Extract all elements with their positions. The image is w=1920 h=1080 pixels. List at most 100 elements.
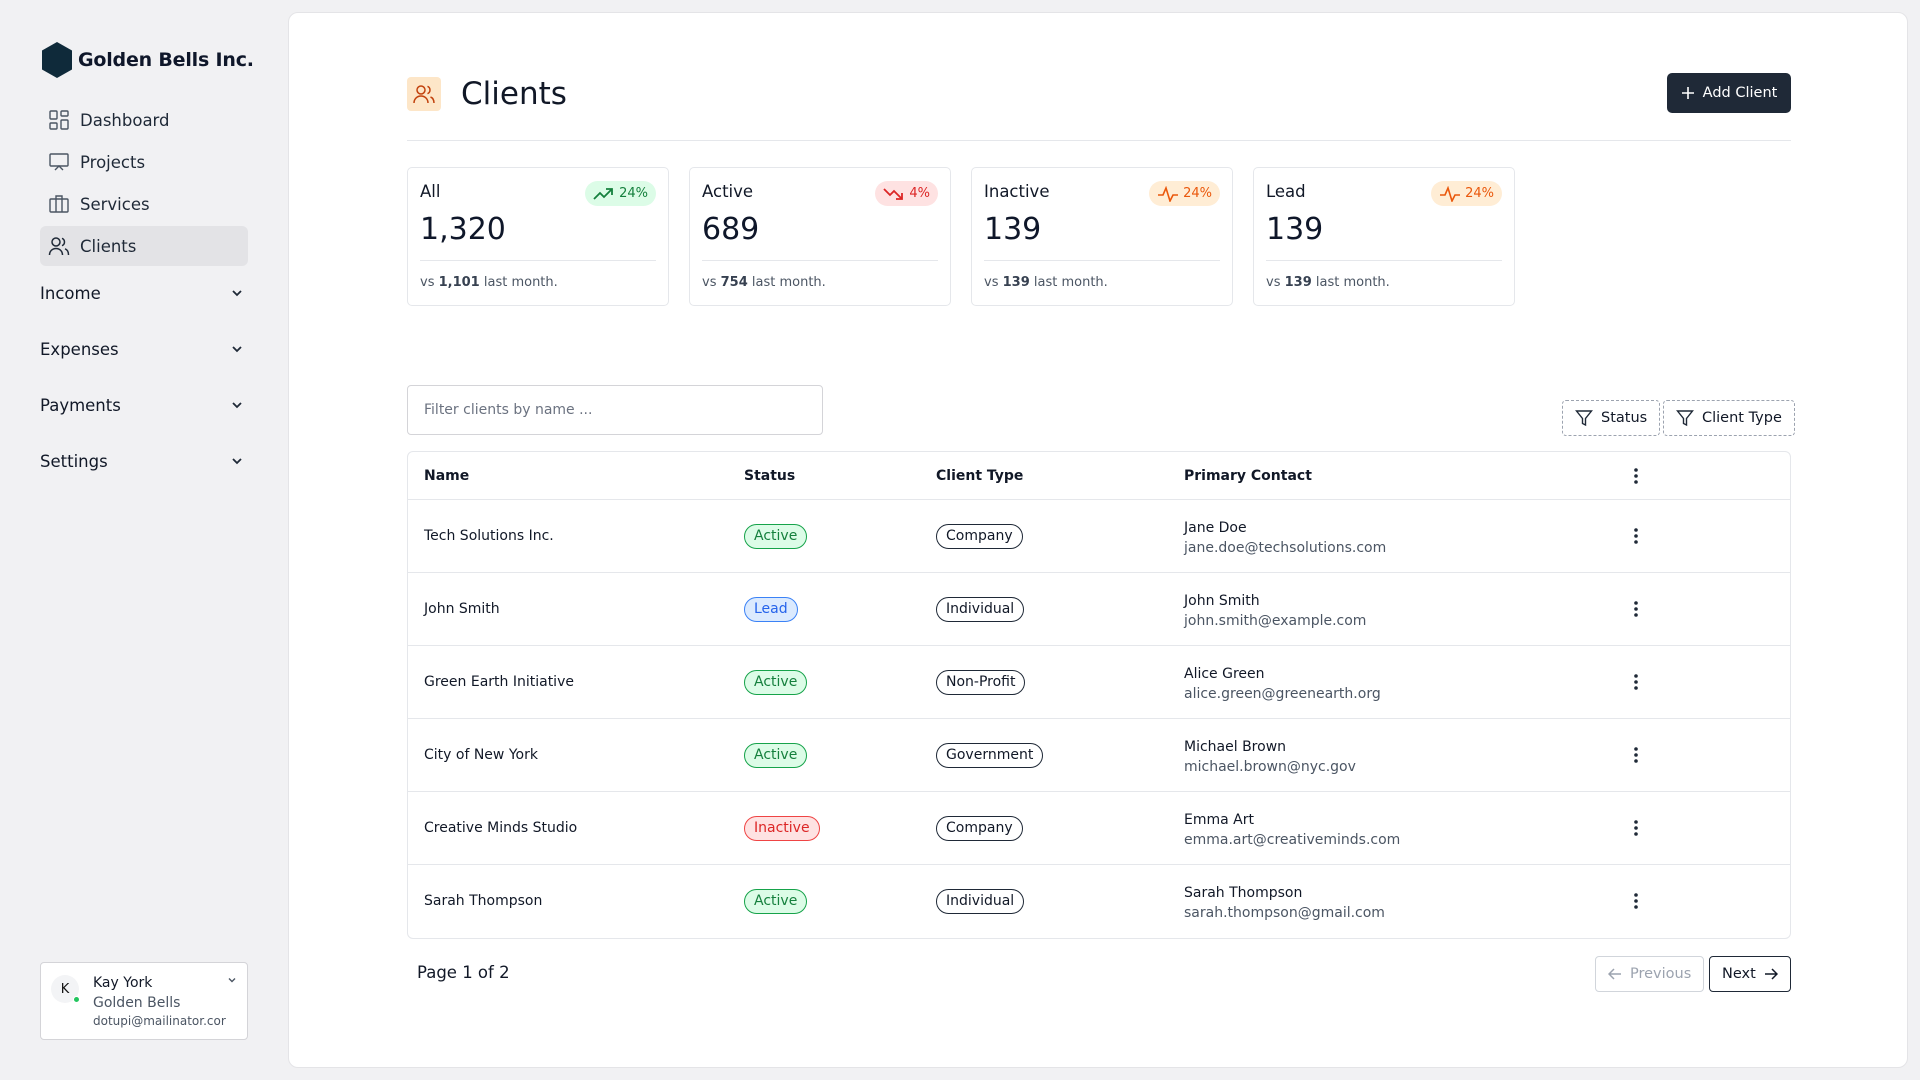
sidebar-item-clients[interactable]: Clients: [40, 226, 248, 266]
page-header: Clients Add Client: [407, 73, 1791, 141]
column-header-primary-contact[interactable]: Primary Contact: [1184, 468, 1312, 484]
next-label: Next: [1722, 966, 1756, 982]
stat-card-all: All 24% 1,320 vs 1,101 last month.: [407, 167, 669, 306]
client-name: City of New York: [424, 747, 538, 763]
more-vertical-icon[interactable]: [1626, 818, 1646, 838]
status-badge: Active: [744, 743, 808, 768]
table-header: Name Status Client Type Primary Contact: [408, 452, 1790, 500]
presentation-icon: [49, 153, 69, 171]
column-header-status[interactable]: Status: [744, 468, 796, 484]
comparison-value: 139: [1002, 275, 1030, 290]
comparison-value: 754: [720, 275, 748, 290]
comparison-suffix: last month.: [1315, 275, 1390, 290]
contact-name: John Smith: [1184, 593, 1260, 609]
table-row[interactable]: Sarah Thompson Active Individual Sarah T…: [408, 865, 1790, 938]
sidebar-group-expenses[interactable]: Expenses: [40, 331, 248, 367]
trend-value: 24%: [1465, 186, 1494, 201]
stat-comparison: vs 139 last month.: [984, 275, 1108, 290]
more-vertical-icon[interactable]: [1626, 466, 1646, 486]
contact-name: Alice Green: [1184, 666, 1265, 682]
user-card[interactable]: K Kay York Golden Bells dotupi@mailinato…: [40, 962, 248, 1040]
more-vertical-icon[interactable]: [1626, 526, 1646, 546]
contact-email: michael.brown@nyc.gov: [1184, 759, 1356, 775]
status-badge: Inactive: [744, 816, 820, 841]
stat-label: Active: [702, 182, 754, 201]
contact-name: Michael Brown: [1184, 739, 1287, 755]
previous-page-button[interactable]: Previous: [1595, 956, 1705, 992]
contact-name: Jane Doe: [1184, 520, 1247, 536]
chevron-down-icon: [232, 290, 242, 297]
sidebar-group-label: Settings: [40, 451, 108, 471]
table-row[interactable]: City of New York Active Government Micha…: [408, 719, 1790, 792]
comparison-prefix: vs: [984, 275, 999, 290]
client-name: John Smith: [424, 601, 500, 617]
filter-icon: [1575, 410, 1593, 427]
comparison-prefix: vs: [420, 275, 435, 290]
chevron-down-icon[interactable]: [227, 975, 237, 985]
stat-comparison: vs 1,101 last month.: [420, 275, 558, 290]
comparison-prefix: vs: [1266, 275, 1281, 290]
contact-email: john.smith@example.com: [1184, 613, 1367, 629]
user-org: Golden Bells: [93, 995, 181, 1011]
sidebar-item-projects[interactable]: Projects: [40, 142, 248, 182]
sidebar-nav: Dashboard Projects Services Clients: [40, 100, 248, 268]
comparison-value: 1,101: [438, 275, 480, 290]
sidebar: Golden Bells Inc. Dashboard Projects Ser…: [0, 0, 288, 1080]
filter-label: Status: [1601, 410, 1648, 426]
column-header-name[interactable]: Name: [424, 468, 470, 484]
more-vertical-icon[interactable]: [1626, 891, 1646, 911]
trend-badge: 4%: [875, 181, 938, 206]
previous-label: Previous: [1630, 966, 1692, 982]
status-filter-button[interactable]: Status: [1562, 400, 1661, 436]
sidebar-group-settings[interactable]: Settings: [40, 443, 248, 479]
client-type-badge: Company: [936, 816, 1023, 841]
more-vertical-icon[interactable]: [1626, 599, 1646, 619]
sidebar-item-dashboard[interactable]: Dashboard: [40, 100, 248, 140]
trend-badge: 24%: [1149, 181, 1220, 206]
page-title: Clients: [461, 76, 567, 112]
next-page-button[interactable]: Next: [1709, 956, 1791, 992]
stat-label: All: [420, 182, 441, 201]
more-vertical-icon[interactable]: [1626, 745, 1646, 765]
column-header-client-type[interactable]: Client Type: [936, 468, 1024, 484]
primary-contact: John Smith john.smith@example.com: [1184, 591, 1366, 631]
activity-icon: [1440, 185, 1461, 202]
sidebar-item-label: Clients: [80, 236, 137, 256]
trending-down-icon: [883, 187, 904, 200]
clients-table: Name Status Client Type Primary Contact …: [407, 451, 1791, 939]
add-client-button[interactable]: Add Client: [1667, 73, 1791, 113]
table-row[interactable]: Creative Minds Studio Inactive Company E…: [408, 792, 1790, 865]
table-row[interactable]: John Smith Lead Individual John Smith jo…: [408, 573, 1790, 646]
client-type-filter-button[interactable]: Client Type: [1663, 400, 1795, 436]
more-vertical-icon[interactable]: [1626, 672, 1646, 692]
contact-email: alice.green@greenearth.org: [1184, 686, 1381, 702]
chevron-down-icon: [232, 458, 242, 465]
activity-icon: [1158, 185, 1179, 202]
stat-comparison: vs 139 last month.: [1266, 275, 1390, 290]
primary-contact: Alice Green alice.green@greenearth.org: [1184, 664, 1381, 704]
sidebar-item-services[interactable]: Services: [40, 184, 248, 224]
contact-name: Sarah Thompson: [1184, 885, 1303, 901]
status-badge: Active: [744, 670, 808, 695]
primary-contact: Jane Doe jane.doe@techsolutions.com: [1184, 518, 1386, 558]
stat-label: Inactive: [984, 182, 1050, 201]
client-search-input[interactable]: [407, 385, 823, 435]
stat-value: 689: [702, 212, 760, 247]
sidebar-group-payments[interactable]: Payments: [40, 387, 248, 423]
filter-icon: [1676, 410, 1694, 427]
client-type-badge: Non-Profit: [936, 670, 1026, 695]
primary-contact: Emma Art emma.art@creativeminds.com: [1184, 810, 1400, 850]
sidebar-group-income[interactable]: Income: [40, 275, 248, 311]
brand[interactable]: Golden Bells Inc.: [40, 40, 254, 80]
client-name: Creative Minds Studio: [424, 820, 578, 836]
comparison-suffix: last month.: [483, 275, 558, 290]
contact-email: emma.art@creativeminds.com: [1184, 832, 1401, 848]
sidebar-item-label: Services: [80, 194, 150, 214]
client-name: Tech Solutions Inc.: [424, 528, 554, 544]
trend-badge: 24%: [1431, 181, 1502, 206]
status-badge: Lead: [744, 597, 798, 622]
plus-icon: [1681, 87, 1694, 99]
client-type-badge: Government: [936, 743, 1044, 768]
table-row[interactable]: Tech Solutions Inc. Active Company Jane …: [408, 500, 1790, 573]
table-row[interactable]: Green Earth Initiative Active Non-Profit…: [408, 646, 1790, 719]
